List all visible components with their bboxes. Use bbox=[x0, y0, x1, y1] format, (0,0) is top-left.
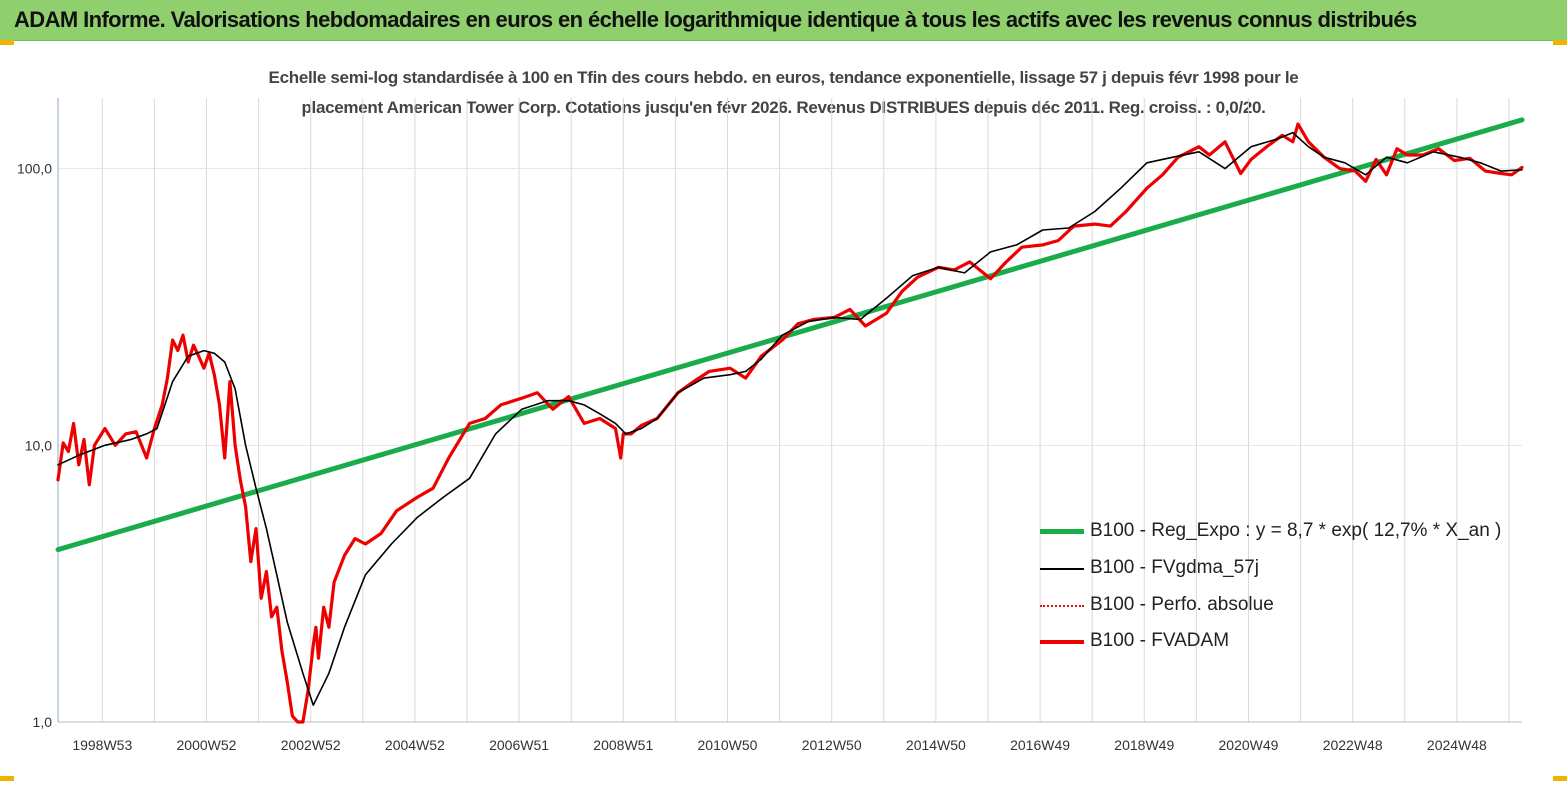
x-tick-label: 2012W50 bbox=[802, 737, 862, 753]
legend-item-absolute[interactable]: B100 - Perfo. absolue bbox=[1040, 594, 1340, 616]
gridlines bbox=[58, 98, 1522, 723]
x-tick-label: 2002W52 bbox=[281, 737, 341, 753]
legend-swatch-regression bbox=[1040, 529, 1084, 534]
series-regression-line bbox=[55, 117, 1525, 553]
legend-label-fvadam: B100 - FVADAM bbox=[1090, 630, 1230, 651]
x-tick-label: 2022W48 bbox=[1323, 737, 1383, 753]
y-tick-label: 1,0 bbox=[33, 714, 53, 730]
x-tick-label: 2024W48 bbox=[1427, 737, 1487, 753]
header-banner: ADAM Informe. Valorisations hebdomadaire… bbox=[0, 0, 1567, 41]
y-tick-label: 100,0 bbox=[17, 161, 52, 177]
legend-swatch-fvadam bbox=[1040, 640, 1084, 644]
x-tick-label: 2020W49 bbox=[1219, 737, 1279, 753]
legend-swatch-absolute bbox=[1040, 605, 1084, 607]
y-tick-label: 10,0 bbox=[25, 437, 52, 453]
chart-title-line-1: Echelle semi-log standardisée à 100 en T… bbox=[268, 68, 1299, 87]
legend-label-absolute: B100 - Perfo. absolue bbox=[1090, 594, 1274, 615]
chart-title-line-2: placement American Tower Corp. Cotations… bbox=[301, 98, 1266, 117]
x-tick-label: 2008W51 bbox=[593, 737, 653, 753]
page-title: ADAM Informe. Valorisations hebdomadaire… bbox=[14, 7, 1417, 32]
x-tick-label: 2006W51 bbox=[489, 737, 549, 753]
axes bbox=[57, 98, 1522, 723]
x-tick-label: 2014W50 bbox=[906, 737, 966, 753]
x-tick-label: 2016W49 bbox=[1010, 737, 1070, 753]
corner-mark-bottom-left bbox=[0, 776, 14, 781]
chart-plot: 1,0 10,0 100,0 1998W53 2000W52 2002W52 2004W52… bbox=[17, 98, 1525, 753]
legend-swatch-smoothed bbox=[1040, 568, 1084, 570]
legend-item-regression[interactable]: B100 - Reg_Expo : y = 8,7 * exp( 12,7% *… bbox=[1040, 520, 1502, 542]
x-tick-label: 2000W52 bbox=[177, 737, 237, 753]
legend-label-regression: B100 - Reg_Expo : y = 8,7 * exp( 12,7% *… bbox=[1090, 520, 1502, 541]
series-fvadam-line bbox=[56, 122, 1524, 724]
legend-item-fvadam[interactable]: B100 - FVADAM bbox=[1040, 630, 1340, 652]
corner-mark-top-right bbox=[1553, 40, 1567, 45]
x-tick-label: 2004W52 bbox=[385, 737, 445, 753]
corner-mark-bottom-right bbox=[1553, 776, 1567, 781]
tick-labels: 1,0 10,0 100,0 1998W53 2000W52 2002W52 2004W52… bbox=[17, 161, 1487, 753]
x-tick-label: 1998W53 bbox=[72, 737, 132, 753]
legend-label-smoothed: B100 - FVgdma_57j bbox=[1090, 557, 1259, 578]
x-tick-label: 2018W49 bbox=[1114, 737, 1174, 753]
series bbox=[55, 117, 1525, 724]
series-smoothed-line bbox=[57, 131, 1523, 707]
x-tick-label: 2010W50 bbox=[698, 737, 758, 753]
legend-item-smoothed[interactable]: B100 - FVgdma_57j bbox=[1040, 557, 1340, 579]
corner-mark-top-left bbox=[0, 40, 14, 45]
